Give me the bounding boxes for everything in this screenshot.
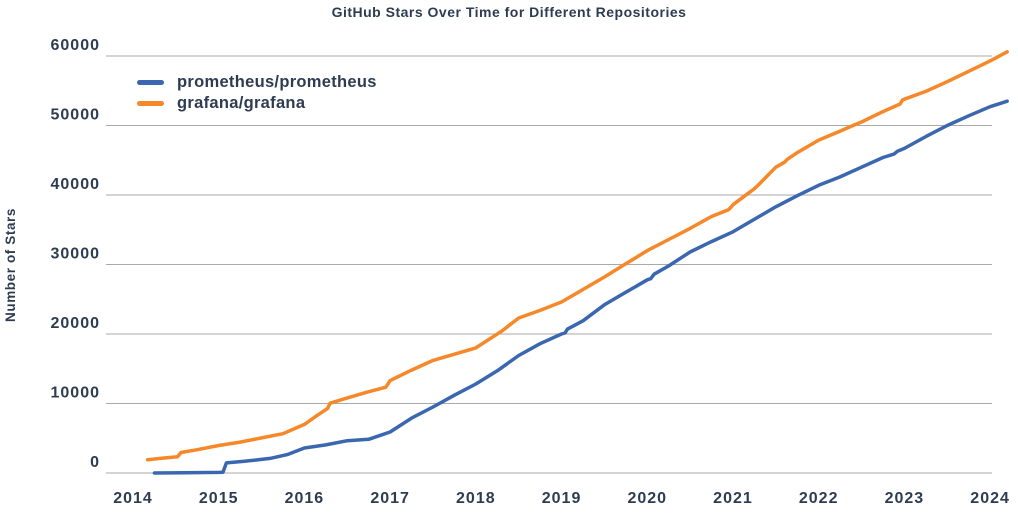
y-tick-label: 50000 [51, 107, 101, 124]
legend-swatch-prometheus [137, 80, 164, 85]
x-tick-label: 2019 [542, 490, 582, 507]
legend-label-grafana: grafana/grafana [177, 94, 306, 112]
x-tick-label: 2018 [456, 490, 496, 507]
legend-item-grafana: grafana/grafana [137, 94, 377, 112]
x-tick-label: 2022 [799, 490, 839, 507]
x-tick-label: 2016 [285, 490, 325, 507]
x-tick-label: 2023 [885, 490, 925, 507]
x-tick-label: 2024 [970, 490, 1010, 507]
legend-swatch-grafana [137, 101, 164, 106]
x-tick-label: 2020 [627, 490, 667, 507]
legend-item-prometheus: prometheus/prometheus [137, 73, 377, 91]
y-tick-label: 10000 [51, 385, 101, 402]
x-tick-label: 2015 [199, 490, 239, 507]
series-line-prometheus [152, 99, 1009, 475]
x-tick-label: 2017 [370, 490, 410, 507]
chart-title: GitHub Stars Over Time for Different Rep… [331, 4, 687, 20]
y-tick-label: 0 [90, 454, 100, 471]
y-tick-label: 60000 [51, 37, 101, 54]
series-line-grafana [145, 50, 1009, 462]
x-tick-label: 2021 [713, 490, 753, 507]
legend-label-prometheus: prometheus/prometheus [177, 73, 377, 91]
y-tick-label: 20000 [51, 315, 101, 332]
x-tick-label: 2014 [113, 490, 153, 507]
y-tick-label: 40000 [51, 176, 101, 193]
legend: prometheus/prometheus grafana/grafana [137, 73, 377, 112]
y-tick-label: 30000 [51, 246, 101, 263]
